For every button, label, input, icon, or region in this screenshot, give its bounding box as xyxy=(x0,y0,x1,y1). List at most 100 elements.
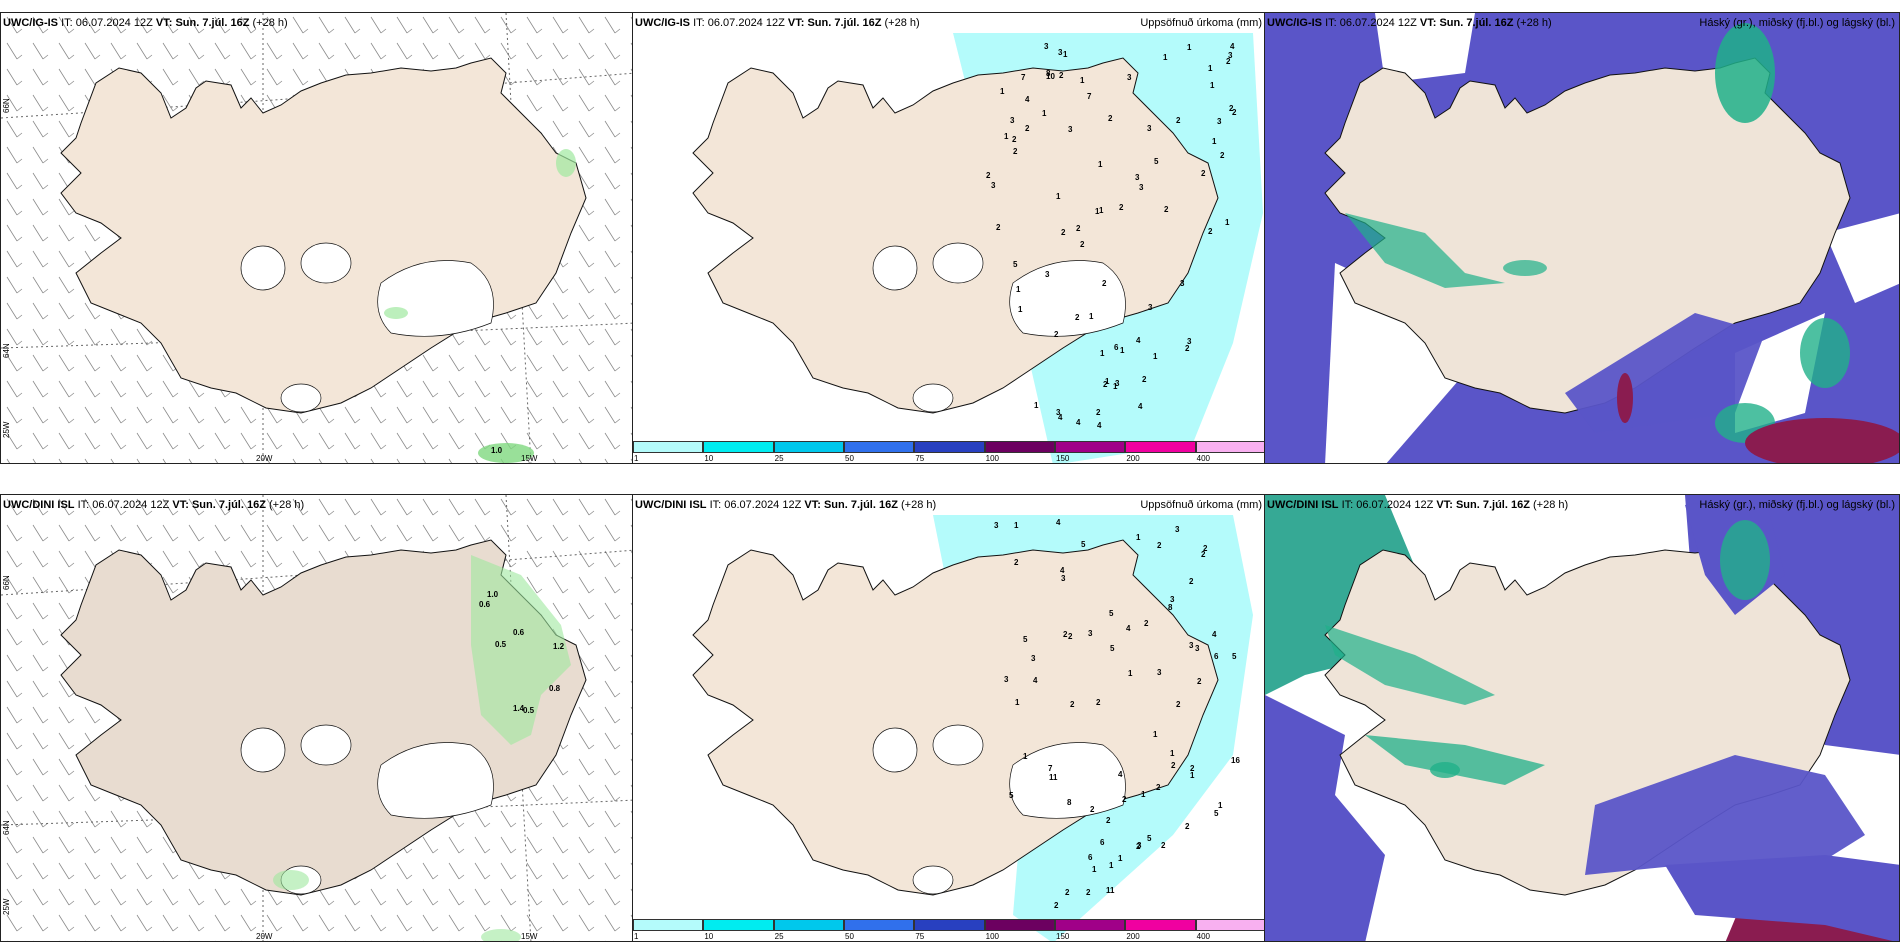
precip-value-label: 11 xyxy=(1106,886,1115,895)
precip-title: Uppsöfnuð úrkoma (mm) xyxy=(1140,17,1262,29)
cloud-title: Háský (gr.), miðský (fj.bl.) og lágský (… xyxy=(1699,499,1895,511)
vt-value: Sun. 7.júl. 16Z xyxy=(823,499,898,511)
glacier xyxy=(377,742,494,819)
precip-blob xyxy=(478,443,534,463)
it-label: IT: xyxy=(709,499,722,511)
precip-value-label: 5 xyxy=(1023,635,1028,644)
precip-value-label: 1 xyxy=(1136,533,1141,542)
precip-value-label: 2 xyxy=(1086,888,1091,897)
clear-area xyxy=(1825,213,1899,303)
precip-value-label: 2 xyxy=(1108,114,1113,123)
clear-area xyxy=(1375,13,1475,83)
glacier-hofsjokull xyxy=(240,245,286,291)
legend-swatch xyxy=(1055,441,1126,453)
legend-swatch xyxy=(984,441,1055,453)
precip-value-label: 2 xyxy=(1208,227,1213,236)
precip-value-label: 1 xyxy=(1128,669,1133,678)
precip-value-label: 2 xyxy=(986,171,991,180)
model-name: UWC/DINI ISL xyxy=(3,499,75,511)
precip-value-label: 1 xyxy=(1212,137,1217,146)
precip-value-label: 2 xyxy=(1025,124,1030,133)
precip-value-label: 1 xyxy=(1016,285,1021,294)
precip-value-label: 1 xyxy=(1023,752,1028,761)
panel-header: UWC/IG-IS IT: 06.07.2024 12Z VT: Sun. 7.… xyxy=(1267,17,1552,29)
precip-value-label: 3 xyxy=(1045,270,1050,279)
graticule-64n xyxy=(1,322,634,349)
precip-value-label: 3 xyxy=(1195,644,1200,653)
vt-value: Sun. 7.júl. 16Z xyxy=(1455,499,1530,511)
it-label: IT: xyxy=(693,17,705,29)
precip-value-label: 4 xyxy=(1118,770,1123,779)
legend-swatch xyxy=(633,919,704,931)
vt-value: Sun. 7.júl. 16Z xyxy=(175,17,250,29)
precip-value-label: 2 xyxy=(1012,135,1017,144)
lead-time: (+28 h) xyxy=(884,17,920,29)
precip-value-label: 2 xyxy=(1157,541,1162,550)
precip-value-label: 2 xyxy=(996,223,1001,232)
it-value: 06.07.2024 12Z xyxy=(75,17,153,29)
precip-value-label: 3 xyxy=(1180,279,1185,288)
precip-value-label: 2 xyxy=(1068,632,1073,641)
wind-value-label: 0.5 xyxy=(495,640,507,649)
precip-value-label: 5 xyxy=(1110,644,1115,653)
precip-value-label: 2 xyxy=(1220,151,1225,160)
precip-value-label: 3 xyxy=(1004,675,1009,684)
precip-value-label: 6 xyxy=(1100,838,1105,847)
precip-value-label: 2 xyxy=(1076,224,1081,233)
vt-value: Sun. 7.júl. 16Z xyxy=(1439,17,1514,29)
precip-value-label: 1 xyxy=(1018,305,1023,314)
precip-value-label: 3 xyxy=(1135,173,1140,182)
precip-value-label: 10 xyxy=(1046,72,1055,81)
precip-value-label: 2 xyxy=(1061,228,1066,237)
glacier xyxy=(300,724,352,766)
glacier xyxy=(932,242,984,284)
it-value: 06.07.2024 12Z xyxy=(724,499,802,511)
legend-tick: 200 xyxy=(1126,454,1140,463)
red-cloud-area xyxy=(1617,373,1633,423)
lead-time: (+28 h) xyxy=(268,499,305,511)
precip-value-label: 1 xyxy=(1092,865,1097,874)
precip-value-label: 2 xyxy=(1142,375,1147,384)
precip-blob xyxy=(384,307,408,319)
precip-value-label: 2 xyxy=(1201,550,1206,559)
precip-value-label: 2 xyxy=(1090,805,1095,814)
precip-value-label: 1 xyxy=(1004,132,1009,141)
precip-value-label: 3 xyxy=(1170,595,1175,604)
legend-tick: 75 xyxy=(915,932,925,941)
cloud-panel-bottom: UWC/DINI ISL IT: 06.07.2024 12Z VT: Sun.… xyxy=(1264,494,1900,942)
vt-label: VT: xyxy=(1436,499,1453,511)
glacier-langjokull xyxy=(300,242,352,284)
precip-value-label: 2 xyxy=(1119,203,1124,212)
precip-value-label: 2 xyxy=(1226,57,1231,66)
precip-blob xyxy=(471,555,571,745)
wind-value-label: 0.6 xyxy=(513,628,525,637)
precip-value-label: 1 xyxy=(1187,43,1192,52)
wind-panel-bottom: 66N 64N 25W 20W 15W 1.0 0.6 0.6 0.5 1.2 … xyxy=(0,494,635,942)
precip-value-label: 1 xyxy=(1105,377,1110,386)
precip-value-label: 1 xyxy=(1218,801,1223,810)
precip-value-label: 4 xyxy=(1033,676,1038,685)
panel-header: UWC/DINI ISL IT: 06.07.2024 12Z VT: Sun.… xyxy=(3,499,304,511)
legend-tick: 150 xyxy=(1056,454,1070,463)
precip-value-label: 1 xyxy=(1190,771,1195,780)
precip-value-label: 2 xyxy=(1197,677,1202,686)
precip-value-label: 1 xyxy=(1042,109,1047,118)
precip-value-label: 2 xyxy=(1164,205,1169,214)
precip-value-label: 1 xyxy=(1056,192,1061,201)
precip-value-label: 2 xyxy=(1103,380,1108,389)
precip-value-label: 3 xyxy=(1061,574,1066,583)
precip-value-label: 2 xyxy=(1070,700,1075,709)
legend-tick: 50 xyxy=(845,932,854,941)
precip-value-label: 2 xyxy=(1054,901,1059,910)
legend-tick: 200 xyxy=(1126,932,1140,941)
mid-cloud-area xyxy=(1715,23,1775,123)
glacier xyxy=(872,727,918,773)
wind-value-label: 0.5 xyxy=(523,706,535,715)
precip-value-label: 4 xyxy=(1025,95,1030,104)
cloud-map-bottom xyxy=(1265,495,1899,941)
precip-value-label: 4 xyxy=(1076,418,1081,427)
precip-value-label: 2 xyxy=(1080,240,1085,249)
model-name: UWC/DINI ISL xyxy=(1267,499,1339,511)
legend-tick: 10 xyxy=(704,454,714,463)
wind-map-bottom: 66N 64N 25W 20W 15W 1.0 0.6 0.6 0.5 1.2 … xyxy=(1,495,634,941)
